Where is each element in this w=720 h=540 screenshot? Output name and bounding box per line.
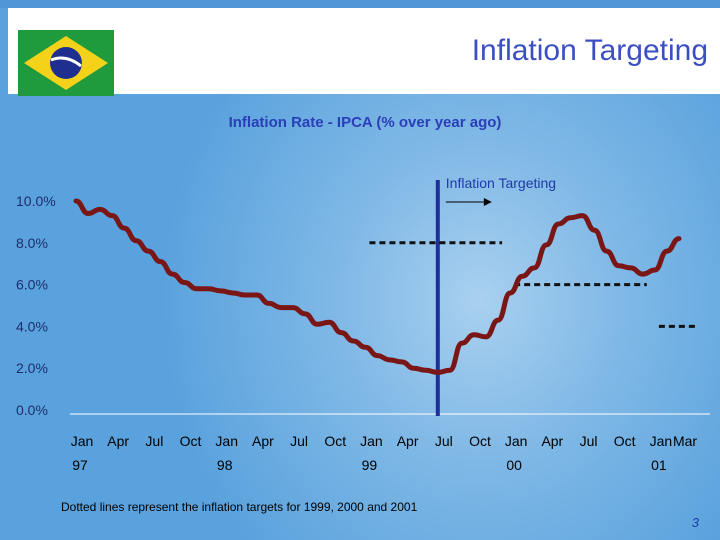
- brazil-flag-icon: [18, 30, 114, 96]
- x-tick-month: Apr: [252, 433, 274, 449]
- x-tick-month: Jan: [71, 433, 94, 449]
- y-tick-label: 2.0%: [16, 360, 48, 376]
- y-tick-label: 10.0%: [16, 193, 56, 209]
- x-tick-month: Apr: [397, 433, 419, 449]
- x-tick-month: Mar: [673, 433, 697, 449]
- slide-title: Inflation Targeting: [471, 34, 708, 67]
- x-tick-year: 01: [651, 457, 667, 473]
- chart-title: Inflation Rate - IPCA (% over year ago): [228, 114, 502, 131]
- annotation-label: Inflation Targeting: [446, 175, 556, 191]
- x-tick-month: Jul: [145, 433, 163, 449]
- x-tick-month: Jan: [360, 433, 383, 449]
- y-tick-label: 6.0%: [16, 277, 48, 293]
- x-tick-month: Apr: [541, 433, 563, 449]
- x-tick-year: 00: [506, 457, 522, 473]
- x-tick-month: Jan: [650, 433, 673, 449]
- header-bar: [8, 8, 720, 94]
- x-tick-month: Oct: [614, 433, 636, 449]
- x-tick-month: Oct: [324, 433, 346, 449]
- y-tick-label: 4.0%: [16, 318, 48, 334]
- y-tick-label: 0.0%: [16, 402, 48, 418]
- x-tick-year: 97: [72, 457, 88, 473]
- footnote: Dotted lines represent the inflation tar…: [61, 500, 418, 514]
- x-tick-month: Jul: [580, 433, 598, 449]
- x-tick-month: Oct: [180, 433, 202, 449]
- page-number: 3: [691, 515, 699, 530]
- x-tick-month: Apr: [107, 433, 129, 449]
- x-tick-month: Jul: [290, 433, 308, 449]
- x-tick-month: Jul: [435, 433, 453, 449]
- annotation-arrow-head: [483, 198, 492, 206]
- top-accent-bar: [0, 0, 720, 8]
- x-tick-year: 98: [217, 457, 233, 473]
- x-tick-year: 99: [362, 457, 378, 473]
- y-tick-label: 8.0%: [16, 235, 48, 251]
- x-tick-month: Jan: [505, 433, 528, 449]
- x-tick-month: Oct: [469, 433, 491, 449]
- x-tick-month: Jan: [215, 433, 238, 449]
- inflation-series-line: [73, 198, 682, 375]
